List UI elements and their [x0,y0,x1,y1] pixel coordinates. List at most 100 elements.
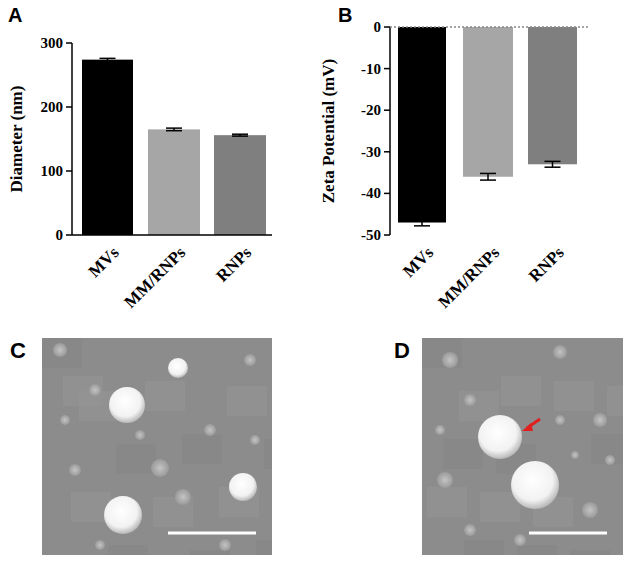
panel-label: B [338,4,352,26]
error-bar [414,219,430,226]
category-label: MM/RNPs [434,243,503,312]
error-bar [545,161,561,167]
error-cap [545,166,561,168]
particle [582,502,598,518]
particle [250,435,260,445]
texture [443,439,483,469]
y-tick-label: -10 [361,61,381,77]
error-cap [414,225,430,227]
y-tick-label: -50 [361,227,381,243]
arrow-head [522,423,533,431]
y-axis-label: Zeta Potential (mV) [319,59,338,203]
particle [135,430,145,440]
texture [256,540,272,555]
particle [593,413,607,427]
y-tick [66,170,72,172]
vesicle [229,473,257,501]
particle [60,415,70,425]
particle [204,424,216,436]
panel-label: D [394,338,410,363]
error-cap [166,127,182,129]
y-tick [66,106,72,108]
y-tick-label: 200 [41,99,64,115]
vesicle [511,461,559,509]
vesicle [478,415,522,459]
bar [528,27,577,164]
y-tick [66,234,72,236]
texture [116,444,156,474]
y-axis-label: Diameter (nm) [7,86,26,193]
particle [571,451,579,459]
particle [553,345,567,359]
x-axis [72,234,272,236]
y-tick [384,234,390,236]
category-label: MM/RNPs [120,243,189,312]
y-tick-label: 0 [56,227,64,243]
y-tick-label: 300 [41,35,64,51]
texture [517,545,557,555]
particle [464,524,476,536]
error-cap [480,173,496,175]
error-stem [421,219,423,226]
bar [398,27,446,223]
texture [501,376,541,406]
particle [605,455,615,465]
error-stem [552,161,554,167]
micrograph: D [394,338,633,562]
y-tick [384,151,390,153]
bar [82,60,133,235]
bars [82,58,266,235]
panel-label: A [8,4,22,26]
particle [219,539,231,551]
particle [89,384,101,396]
error-cap [232,133,248,135]
particle [435,425,445,435]
panel-label: C [10,338,26,363]
particle [464,394,476,406]
texture [554,381,594,411]
category-label: MVs [85,243,123,281]
particle [437,472,453,488]
error-cap [414,218,430,220]
texture [42,338,82,368]
error-cap [232,135,248,137]
image-background [42,338,272,555]
vesicle [168,358,188,378]
vesicle [104,496,142,534]
particle [555,415,565,425]
particle [175,489,191,505]
particle [244,354,256,366]
particle [442,352,458,368]
error-cap [166,130,182,132]
texture [427,487,467,517]
texture [182,434,222,464]
y-tick [384,109,390,111]
x-axis [390,26,590,28]
texture [145,381,185,411]
texture [591,434,623,464]
bars [398,27,577,226]
particle [69,464,81,476]
texture [227,386,267,416]
category-label: RNPs [212,243,255,286]
texture [264,439,272,469]
texture [422,338,462,368]
figure: ADiameter (nm)MVsMM/RNPsRNPs0100200300BZ… [0,0,633,562]
y-tick-label: -20 [361,102,381,118]
y-tick-label: -30 [361,144,381,160]
error-cap [100,60,116,62]
texture [570,550,610,555]
y-tick [384,193,390,195]
y-tick [66,42,72,44]
y-tick-label: 100 [41,163,64,179]
category-label: RNPs [525,243,568,286]
scale-bar [168,532,256,535]
texture [63,376,103,406]
micrograph: C [10,338,304,562]
error-bar [100,58,116,61]
error-bar [166,128,182,131]
particle [151,459,169,477]
y-axis [71,43,73,235]
error-cap [480,179,496,181]
chart: BZeta Potential (mV)MVsMM/RNPsRNPs0-10-2… [319,4,590,312]
